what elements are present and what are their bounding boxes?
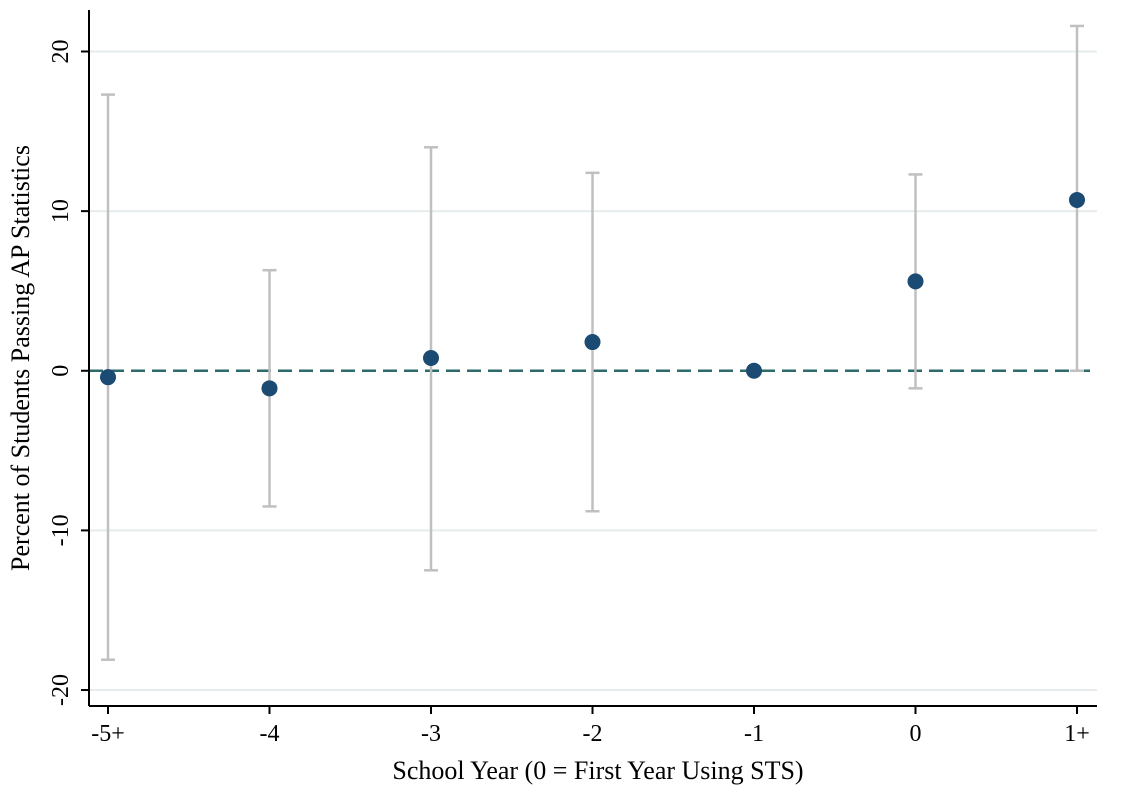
y-tick-label: 10 [48, 199, 74, 223]
data-point [261, 380, 278, 397]
data-point [100, 369, 116, 386]
x-tick-label: -2 [583, 721, 603, 747]
data-point [907, 273, 924, 290]
data-point [584, 334, 601, 351]
y-tick-label: 20 [48, 40, 74, 64]
data-points [100, 191, 1085, 397]
x-tick-label: -1 [744, 721, 764, 747]
x-tick-label: 0 [910, 721, 922, 747]
x-tick-label: -4 [260, 721, 280, 747]
y-tick-label: -10 [48, 514, 74, 546]
y-tick-label: 0 [48, 365, 74, 377]
data-point [1069, 191, 1085, 208]
x-tick-label: 1+ [1064, 721, 1090, 747]
axes [81, 10, 1097, 714]
y-axis-title: Percent of Students Passing AP Statistic… [6, 145, 35, 571]
y-tick-label: -20 [48, 674, 74, 706]
x-axis-title: School Year (0 = First Year Using STS) [392, 756, 803, 785]
data-point [746, 362, 762, 379]
data-point [423, 350, 439, 366]
x-tick-label: -5+ [91, 721, 125, 747]
x-tick-label: -3 [421, 721, 441, 747]
